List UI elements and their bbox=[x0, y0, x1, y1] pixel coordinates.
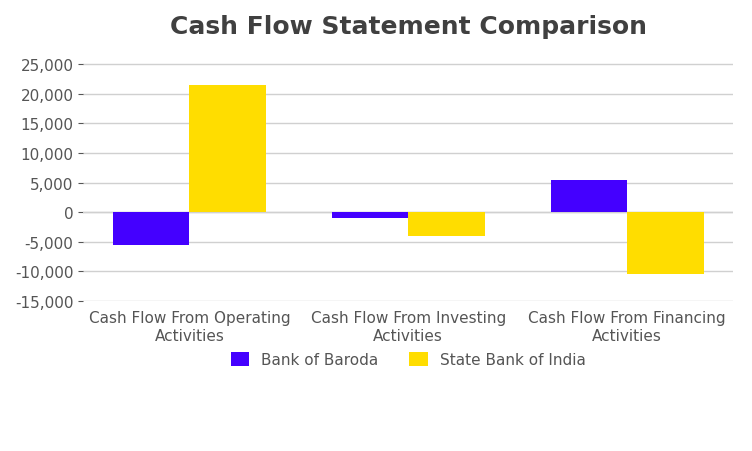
Bar bbox=[190, 86, 266, 212]
Bar bbox=[113, 212, 190, 245]
Bar bbox=[408, 212, 485, 236]
Legend: Bank of Baroda, State Bank of India: Bank of Baroda, State Bank of India bbox=[225, 346, 592, 373]
Bar bbox=[627, 212, 704, 275]
Bar bbox=[550, 180, 627, 212]
Title: Cash Flow Statement Comparison: Cash Flow Statement Comparison bbox=[170, 15, 647, 39]
Bar bbox=[332, 212, 408, 218]
